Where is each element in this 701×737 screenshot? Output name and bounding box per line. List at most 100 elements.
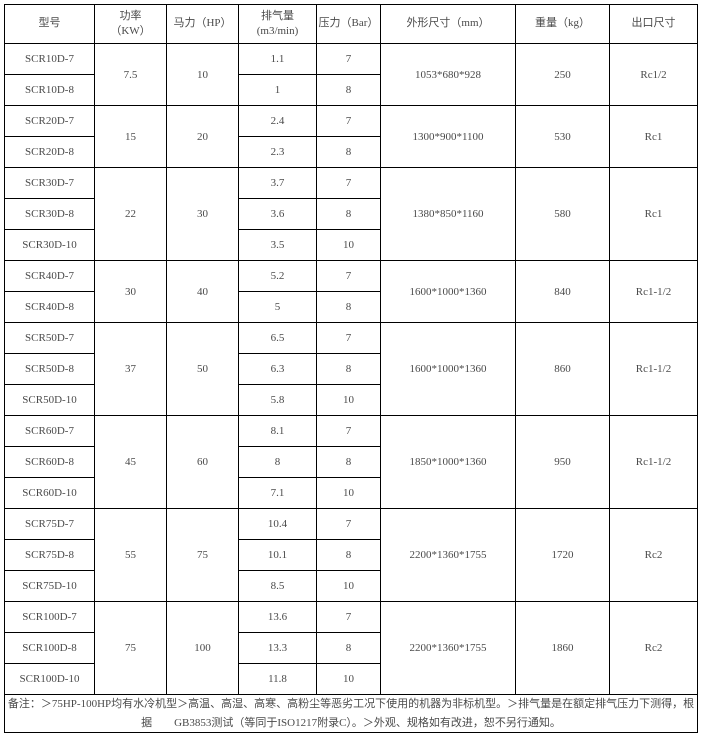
displacement-cell: 10.4 <box>239 509 317 540</box>
dimension-cell: 1380*850*1160 <box>381 168 516 261</box>
kw-cell: 7.5 <box>95 44 167 106</box>
outlet-cell: Rc1 <box>610 106 698 168</box>
pressure-cell: 8 <box>317 540 381 571</box>
model-cell: SCR30D-7 <box>5 168 95 199</box>
table-row: SCR10D-77.5101.171053*680*928250Rc1/2 <box>5 44 698 75</box>
col-header: 出口尺寸 <box>610 5 698 44</box>
model-cell: SCR50D-7 <box>5 323 95 354</box>
model-cell: SCR30D-8 <box>5 199 95 230</box>
table-row: SCR60D-745608.171850*1000*1360950Rc1-1/2 <box>5 416 698 447</box>
pressure-cell: 8 <box>317 447 381 478</box>
kw-cell: 30 <box>95 261 167 323</box>
table-header-row: 型号功率（KW）马力（HP）排气量(m3/min)压力（Bar）外形尺寸（mm）… <box>5 5 698 44</box>
outlet-cell: Rc1-1/2 <box>610 416 698 509</box>
pressure-cell: 7 <box>317 416 381 447</box>
weight-cell: 950 <box>516 416 610 509</box>
pressure-cell: 10 <box>317 385 381 416</box>
weight-cell: 250 <box>516 44 610 106</box>
outlet-cell: Rc1 <box>610 168 698 261</box>
displacement-cell: 11.8 <box>239 664 317 695</box>
model-cell: SCR50D-10 <box>5 385 95 416</box>
pressure-cell: 7 <box>317 509 381 540</box>
model-cell: SCR20D-7 <box>5 106 95 137</box>
displacement-cell: 5.2 <box>239 261 317 292</box>
hp-cell: 75 <box>167 509 239 602</box>
pressure-cell: 10 <box>317 478 381 509</box>
kw-cell: 45 <box>95 416 167 509</box>
model-cell: SCR100D-10 <box>5 664 95 695</box>
weight-cell: 530 <box>516 106 610 168</box>
hp-cell: 50 <box>167 323 239 416</box>
kw-cell: 37 <box>95 323 167 416</box>
pressure-cell: 7 <box>317 106 381 137</box>
dimension-cell: 1053*680*928 <box>381 44 516 106</box>
spec-table: 型号功率（KW）马力（HP）排气量(m3/min)压力（Bar）外形尺寸（mm）… <box>4 4 698 733</box>
displacement-cell: 7.1 <box>239 478 317 509</box>
outlet-cell: Rc1-1/2 <box>610 261 698 323</box>
displacement-cell: 8.5 <box>239 571 317 602</box>
model-cell: SCR75D-10 <box>5 571 95 602</box>
pressure-cell: 8 <box>317 633 381 664</box>
displacement-cell: 10.1 <box>239 540 317 571</box>
hp-cell: 10 <box>167 44 239 106</box>
hp-cell: 20 <box>167 106 239 168</box>
dimension-cell: 1300*900*1100 <box>381 106 516 168</box>
model-cell: SCR20D-8 <box>5 137 95 168</box>
model-cell: SCR60D-7 <box>5 416 95 447</box>
kw-cell: 55 <box>95 509 167 602</box>
table-row: SCR100D-77510013.672200*1360*17551860Rc2 <box>5 602 698 633</box>
col-header: 排气量(m3/min) <box>239 5 317 44</box>
displacement-cell: 6.3 <box>239 354 317 385</box>
col-header: 压力（Bar） <box>317 5 381 44</box>
displacement-cell: 3.7 <box>239 168 317 199</box>
table-row: SCR75D-7557510.472200*1360*17551720Rc2 <box>5 509 698 540</box>
outlet-cell: Rc1/2 <box>610 44 698 106</box>
hp-cell: 100 <box>167 602 239 695</box>
outlet-cell: Rc1-1/2 <box>610 323 698 416</box>
displacement-cell: 2.4 <box>239 106 317 137</box>
col-header: 重量（kg） <box>516 5 610 44</box>
col-header: 马力（HP） <box>167 5 239 44</box>
col-header: 型号 <box>5 5 95 44</box>
pressure-cell: 7 <box>317 44 381 75</box>
dimension-cell: 1850*1000*1360 <box>381 416 516 509</box>
displacement-cell: 13.3 <box>239 633 317 664</box>
displacement-cell: 6.5 <box>239 323 317 354</box>
model-cell: SCR10D-8 <box>5 75 95 106</box>
weight-cell: 1720 <box>516 509 610 602</box>
table-row: SCR30D-722303.771380*850*1160580Rc1 <box>5 168 698 199</box>
displacement-cell: 1 <box>239 75 317 106</box>
model-cell: SCR40D-8 <box>5 292 95 323</box>
dimension-cell: 1600*1000*1360 <box>381 323 516 416</box>
hp-cell: 60 <box>167 416 239 509</box>
pressure-cell: 7 <box>317 323 381 354</box>
kw-cell: 22 <box>95 168 167 261</box>
pressure-cell: 7 <box>317 602 381 633</box>
model-cell: SCR40D-7 <box>5 261 95 292</box>
col-header: 功率（KW） <box>95 5 167 44</box>
hp-cell: 30 <box>167 168 239 261</box>
kw-cell: 75 <box>95 602 167 695</box>
footnote-row: 备注：＞75HP-100HP均有水冷机型＞高温、高湿、高寒、高粉尘等恶劣工况下使… <box>5 695 698 733</box>
model-cell: SCR60D-8 <box>5 447 95 478</box>
kw-cell: 15 <box>95 106 167 168</box>
pressure-cell: 10 <box>317 230 381 261</box>
displacement-cell: 13.6 <box>239 602 317 633</box>
pressure-cell: 7 <box>317 261 381 292</box>
model-cell: SCR75D-7 <box>5 509 95 540</box>
col-header: 外形尺寸（mm） <box>381 5 516 44</box>
dimension-cell: 2200*1360*1755 <box>381 602 516 695</box>
table-row: SCR20D-715202.471300*900*1100530Rc1 <box>5 106 698 137</box>
model-cell: SCR10D-7 <box>5 44 95 75</box>
displacement-cell: 5 <box>239 292 317 323</box>
table-row: SCR50D-737506.571600*1000*1360860Rc1-1/2 <box>5 323 698 354</box>
weight-cell: 1860 <box>516 602 610 695</box>
displacement-cell: 1.1 <box>239 44 317 75</box>
weight-cell: 840 <box>516 261 610 323</box>
pressure-cell: 8 <box>317 137 381 168</box>
dimension-cell: 1600*1000*1360 <box>381 261 516 323</box>
weight-cell: 580 <box>516 168 610 261</box>
pressure-cell: 8 <box>317 354 381 385</box>
model-cell: SCR30D-10 <box>5 230 95 261</box>
pressure-cell: 7 <box>317 168 381 199</box>
